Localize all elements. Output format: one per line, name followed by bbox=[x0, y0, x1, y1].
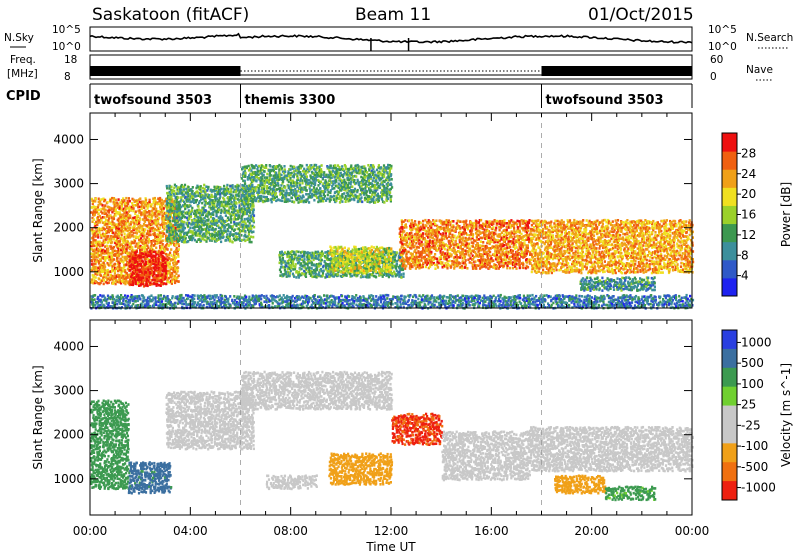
x-axis-label: Time UT bbox=[365, 540, 416, 554]
colorbar-tick-label: 500 bbox=[741, 356, 764, 370]
cpid-bar: twofsound 3503 themis 3300 twofsound 3503 bbox=[89, 83, 693, 108]
colorbar-swatch bbox=[722, 133, 737, 152]
colorbar-swatch bbox=[722, 223, 737, 243]
y-tick-label: 1000 bbox=[53, 265, 84, 279]
colorbar-tick-label: -100 bbox=[741, 439, 768, 453]
y-axis-label: Slant Range [km] bbox=[31, 365, 45, 469]
x-tick-label: 20:00 bbox=[574, 524, 609, 538]
y-tick-label: 3000 bbox=[53, 177, 84, 191]
nsky-label: N.Sky bbox=[4, 32, 34, 44]
cpid-label: CPID bbox=[6, 89, 41, 104]
nsky-right-tick-bottom: 10^0 bbox=[708, 41, 737, 53]
x-tick-label: 00:00 bbox=[73, 524, 108, 538]
colorbar-swatch bbox=[722, 405, 737, 425]
colorbar-swatch bbox=[722, 348, 737, 369]
cpid-segment-label: twofsound 3503 bbox=[94, 93, 212, 108]
colorbar-swatch bbox=[722, 205, 737, 225]
colorbar-tick-label: -1000 bbox=[741, 481, 776, 495]
x-tick-label: 08:00 bbox=[273, 524, 308, 538]
power-colorbar: 4 8 12 16 20 24 28 Power [dB] bbox=[721, 132, 793, 297]
y-tick-label: 3000 bbox=[53, 384, 84, 398]
colorbar-swatch bbox=[722, 169, 737, 188]
nave-right-tick-bottom: 0 bbox=[710, 71, 717, 83]
nsky-right-tick-top: 10^5 bbox=[708, 24, 737, 36]
colorbar-swatch bbox=[722, 259, 737, 279]
x-tick-labels: 00:00 04:00 08:00 12:00 16:00 20:00 00:00 bbox=[73, 524, 710, 538]
x-tick-label: 12:00 bbox=[374, 524, 409, 538]
colorbar-swatch bbox=[722, 187, 737, 206]
colorbar-swatch bbox=[722, 151, 737, 170]
freq-left-tick-bottom: 8 bbox=[64, 71, 71, 83]
colorbar-swatch bbox=[722, 481, 737, 501]
power-panel: 1000 2000 3000 4000 Slant Range [km] bbox=[31, 112, 695, 310]
x-tick-label: 16:00 bbox=[474, 524, 509, 538]
nsearch-label: N.Search bbox=[746, 32, 793, 44]
freq-left-tick-top: 18 bbox=[64, 54, 77, 66]
nave-right-tick-top: 60 bbox=[710, 54, 723, 66]
nsky-left-tick-bottom: 10^0 bbox=[52, 41, 81, 53]
cpid-segment-label: themis 3300 bbox=[245, 93, 336, 108]
colorbar-tick-label: 24 bbox=[741, 167, 756, 181]
freq-label-1: Freq. bbox=[10, 54, 36, 66]
y-tick-label: 4000 bbox=[53, 339, 84, 353]
colorbar-tick-label: 100 bbox=[741, 377, 764, 391]
colorbar-tick-label: 28 bbox=[741, 146, 756, 160]
colorbar-swatch bbox=[722, 424, 737, 444]
y-tick-label: 1000 bbox=[53, 472, 84, 486]
colorbar-tick-label: -25 bbox=[741, 418, 761, 432]
colorbar-swatch bbox=[722, 277, 737, 297]
strip-data bbox=[89, 32, 693, 76]
colorbar-swatch bbox=[722, 462, 737, 482]
colorbar-label: Power [dB] bbox=[779, 182, 793, 247]
colorbar-tick-label: 20 bbox=[741, 187, 756, 201]
nsky-left-tick-top: 10^5 bbox=[52, 24, 81, 36]
velocity-panel: 1000 2000 3000 4000 Slant Range [km] bbox=[31, 319, 694, 516]
y-tick-label: 2000 bbox=[53, 221, 84, 235]
beam-title: Beam 11 bbox=[355, 5, 431, 25]
colorbar-swatch bbox=[722, 330, 737, 350]
colorbar-tick-label: 8 bbox=[741, 248, 749, 262]
colorbar-swatch bbox=[722, 386, 737, 407]
y-axis-label: Slant Range [km] bbox=[31, 158, 45, 262]
nsky-strip bbox=[89, 26, 693, 52]
colorbar-tick-label: -500 bbox=[741, 460, 768, 474]
colorbar-tick-label: 1000 bbox=[741, 335, 772, 349]
y-tick-label: 2000 bbox=[53, 428, 84, 442]
nave-label: Nave bbox=[746, 64, 773, 76]
x-tick-label: 04:00 bbox=[173, 524, 208, 538]
colorbar-tick-label: 25 bbox=[741, 398, 756, 412]
colorbar-label: Velocity [m s^-1] bbox=[779, 363, 793, 467]
colorbar-tick-label: 4 bbox=[741, 269, 749, 283]
y-tick-label: 4000 bbox=[53, 132, 84, 146]
station-title: Saskatoon (fitACF) bbox=[92, 5, 249, 25]
colorbar-tick-label: 16 bbox=[741, 208, 756, 222]
freq-label-2: [MHz] bbox=[7, 68, 38, 80]
date-title: 01/Oct/2015 bbox=[588, 5, 694, 25]
colorbar-swatch bbox=[722, 241, 737, 261]
colorbar-swatch bbox=[722, 443, 737, 463]
colorbar-swatch bbox=[722, 367, 737, 388]
colorbar-tick-label: 12 bbox=[741, 228, 756, 242]
x-tick-label: 00:00 bbox=[675, 524, 710, 538]
cpid-segment-label: twofsound 3503 bbox=[546, 93, 664, 108]
